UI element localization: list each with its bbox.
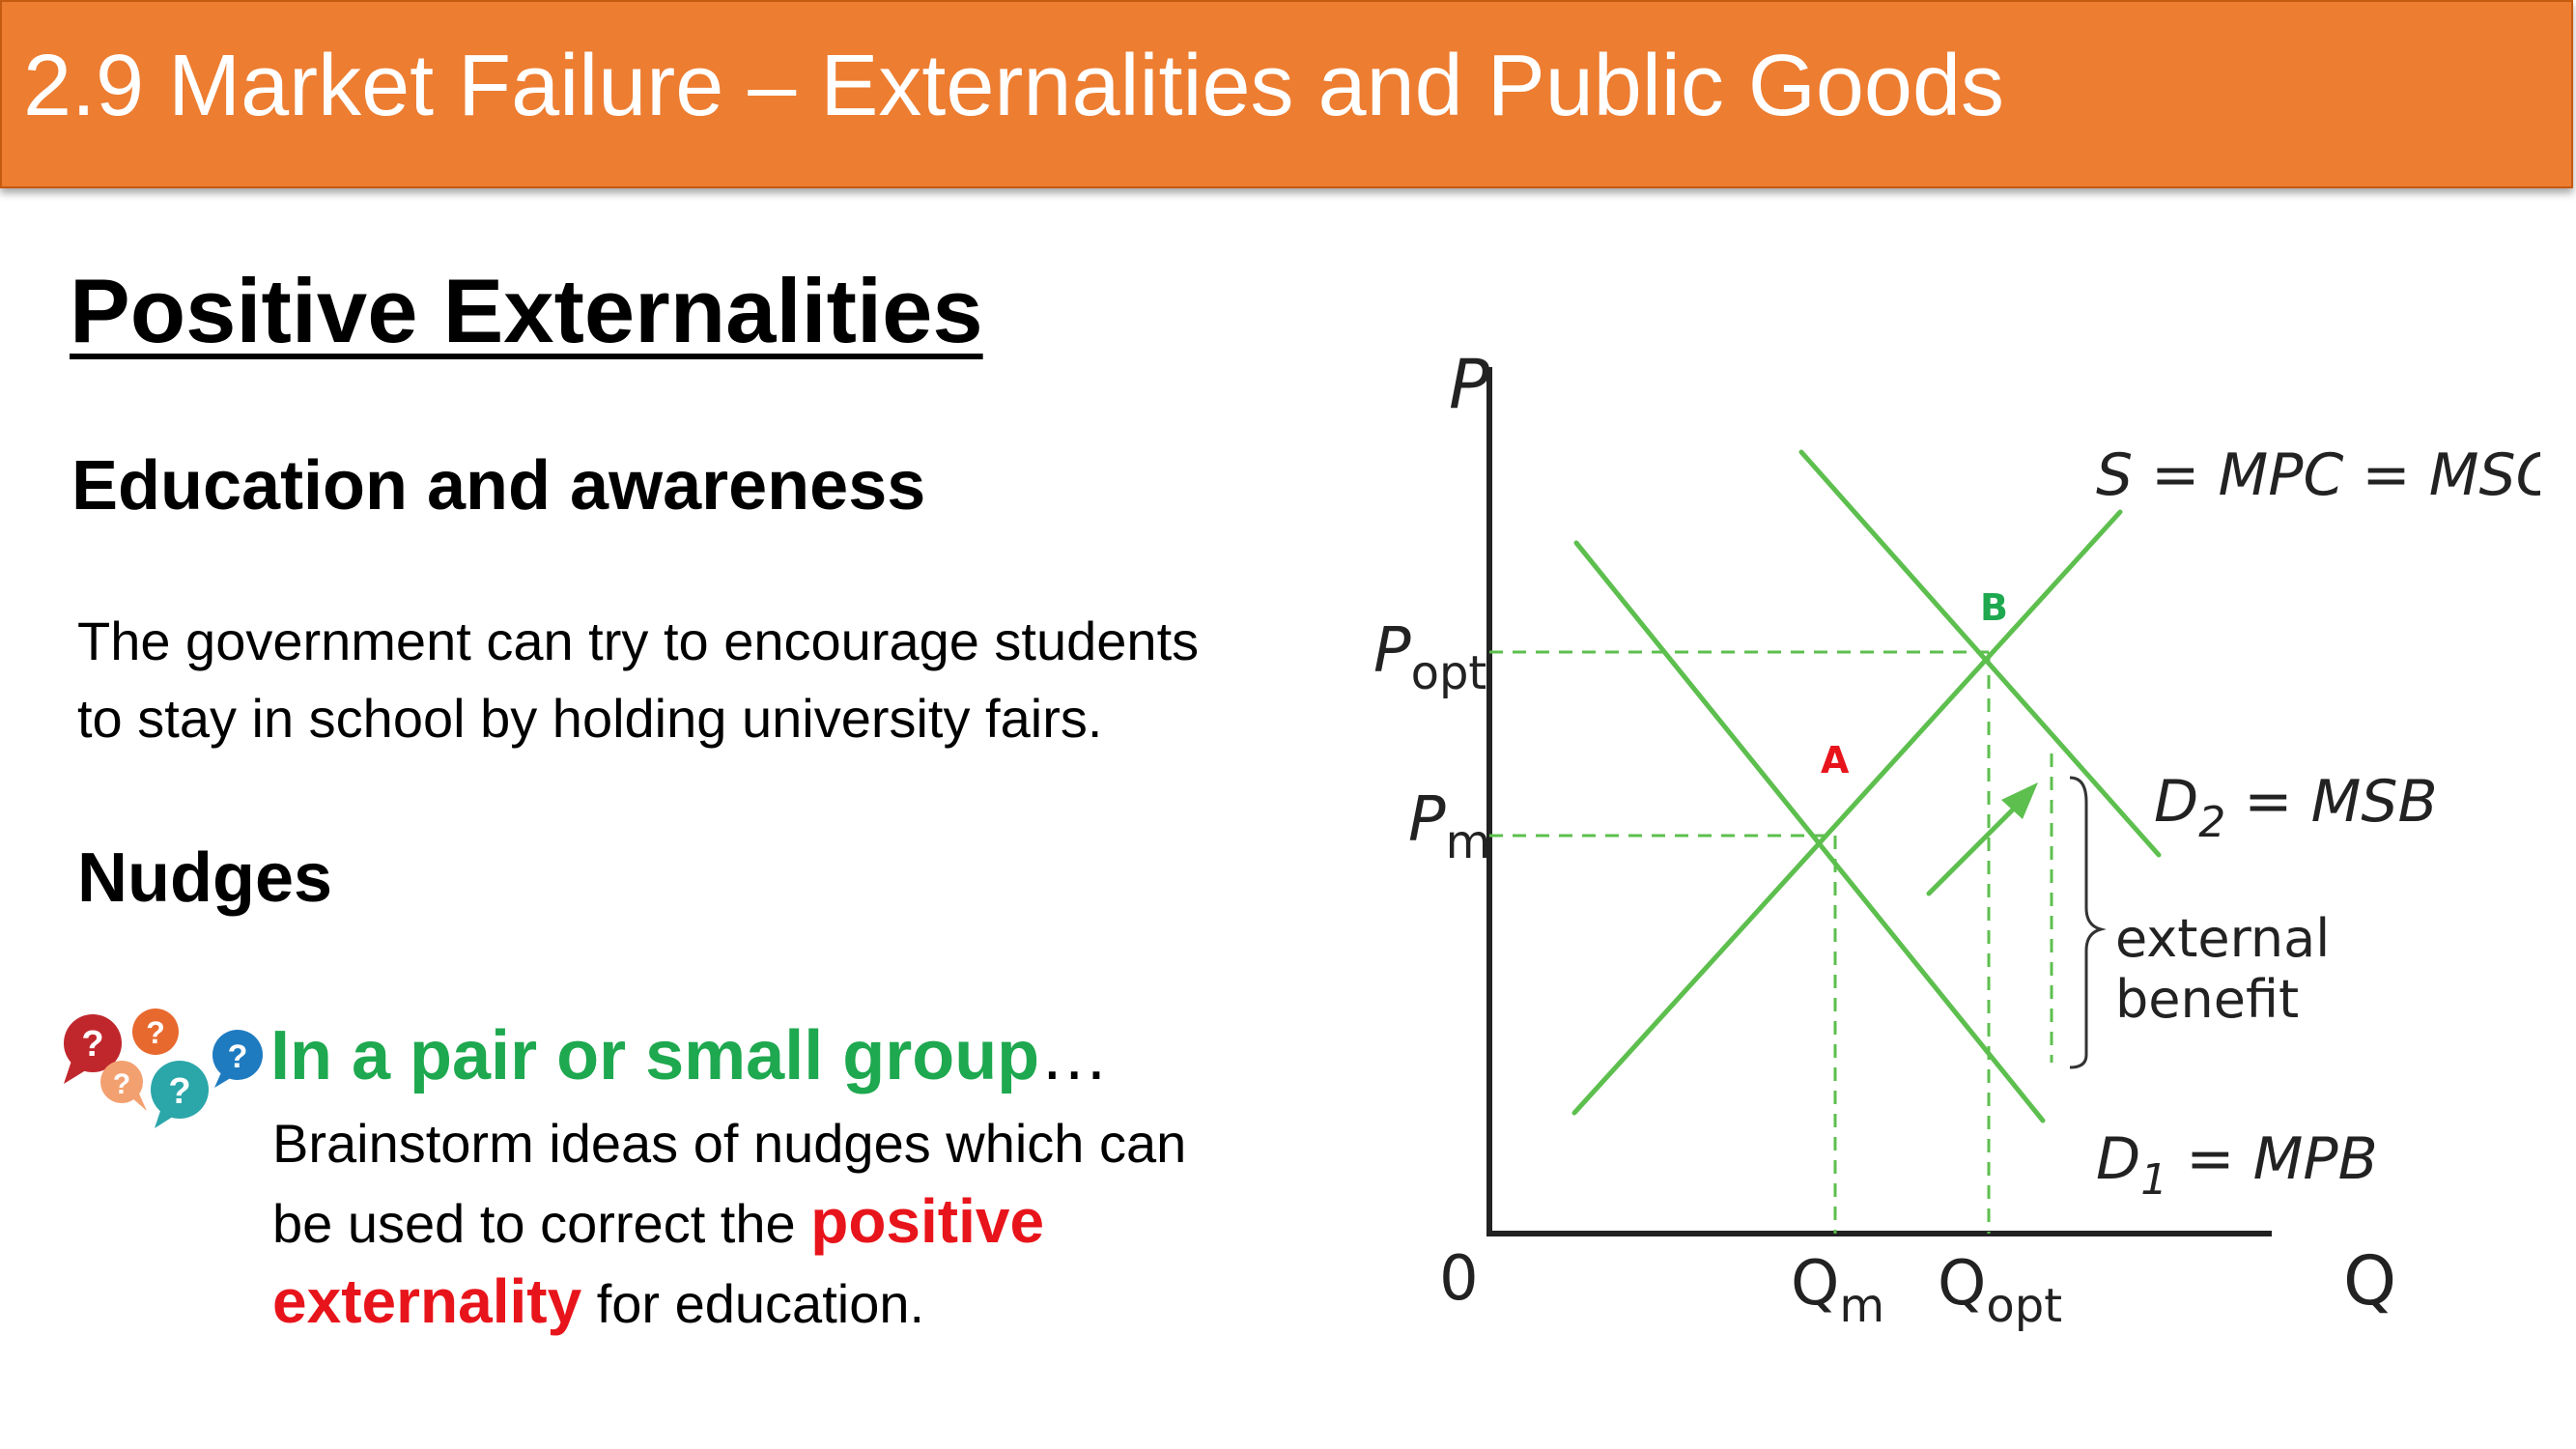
activity-text: Brainstorm ideas of nudges which can be …	[272, 1105, 1186, 1343]
section-title-nudges: Nudges	[77, 839, 333, 917]
question-bubble-orange: ?	[132, 1009, 179, 1055]
question-bubbles-icon: ? ? ? ? ?	[64, 1009, 263, 1128]
supply-label: S = MPC = MSC	[2096, 441, 2540, 509]
highlight-positive: positive	[810, 1186, 1045, 1256]
activity-text-line-2: be used to correct the positive	[272, 1182, 1186, 1263]
q-opt-label: Qopt	[1938, 1248, 2062, 1333]
x-axis-label: Q	[2343, 1241, 2396, 1321]
activity-title-ellipsis: …	[1039, 1017, 1110, 1094]
section-title-education: Education and awareness	[71, 447, 926, 525]
activity-title-text: In a pair or small group	[270, 1017, 1040, 1094]
activity-text-line-1: Brainstorm ideas of nudges which can	[272, 1113, 1187, 1174]
question-bubble-blue: ?	[212, 1030, 263, 1088]
positive-externality-diagram: P Q 0 Popt Pm Qm Qopt S = MPC = MSC D2 =…	[1373, 345, 2540, 1333]
svg-text:?: ?	[228, 1038, 248, 1075]
activity-text-line-3-plain: for education.	[581, 1273, 925, 1334]
y-axis-label: P	[1449, 345, 1490, 424]
education-text-line-1: The government can try to encourage stud…	[77, 611, 1200, 671]
point-b-label: B	[1980, 586, 2008, 629]
svg-text:?: ?	[113, 1068, 130, 1100]
question-bubble-red: ?	[64, 1014, 122, 1084]
shift-arrow	[1926, 791, 2031, 896]
shift-arrow-head	[2001, 782, 2038, 819]
activity-text-line-2-plain: be used to correct the	[272, 1193, 811, 1254]
svg-text:?: ?	[168, 1071, 190, 1112]
page-heading: Positive Externalities	[70, 260, 983, 361]
point-a-label: A	[1821, 739, 1850, 781]
question-bubble-peach: ?	[100, 1061, 147, 1111]
d1-label: D1 = MPB	[2096, 1125, 2378, 1205]
demand-curve-d1	[1573, 540, 2046, 1123]
origin-label: 0	[1439, 1243, 1479, 1315]
activity-text-line-3: externality for education.	[272, 1263, 1186, 1343]
slide-title: 2.9 Market Failure – Externalities and P…	[23, 38, 2005, 134]
p-opt-label: Popt	[1373, 615, 1486, 700]
education-text: The government can try to encourage stud…	[77, 603, 1199, 757]
title-bar: 2.9 Market Failure – Externalities and P…	[0, 0, 2573, 188]
q-m-label: Qm	[1791, 1248, 1884, 1333]
svg-text:?: ?	[81, 1024, 103, 1065]
activity-title: In a pair or small group…	[270, 1016, 1109, 1095]
p-m-label: Pm	[1408, 784, 1490, 869]
external-benefit-label-line-1: external	[2115, 908, 2330, 969]
supply-curve	[1571, 509, 2123, 1116]
highlight-externality: externality	[272, 1266, 582, 1336]
demand-curve-d2	[1798, 449, 2162, 858]
svg-text:?: ?	[146, 1015, 165, 1050]
external-benefit-brace	[2069, 776, 2107, 1069]
education-text-line-2: to stay in school by holding university …	[77, 688, 1103, 749]
d2-label: D2 = MSB	[2154, 768, 2438, 847]
external-benefit-label-line-2: benefit	[2115, 969, 2299, 1030]
question-bubble-teal: ?	[151, 1061, 209, 1128]
